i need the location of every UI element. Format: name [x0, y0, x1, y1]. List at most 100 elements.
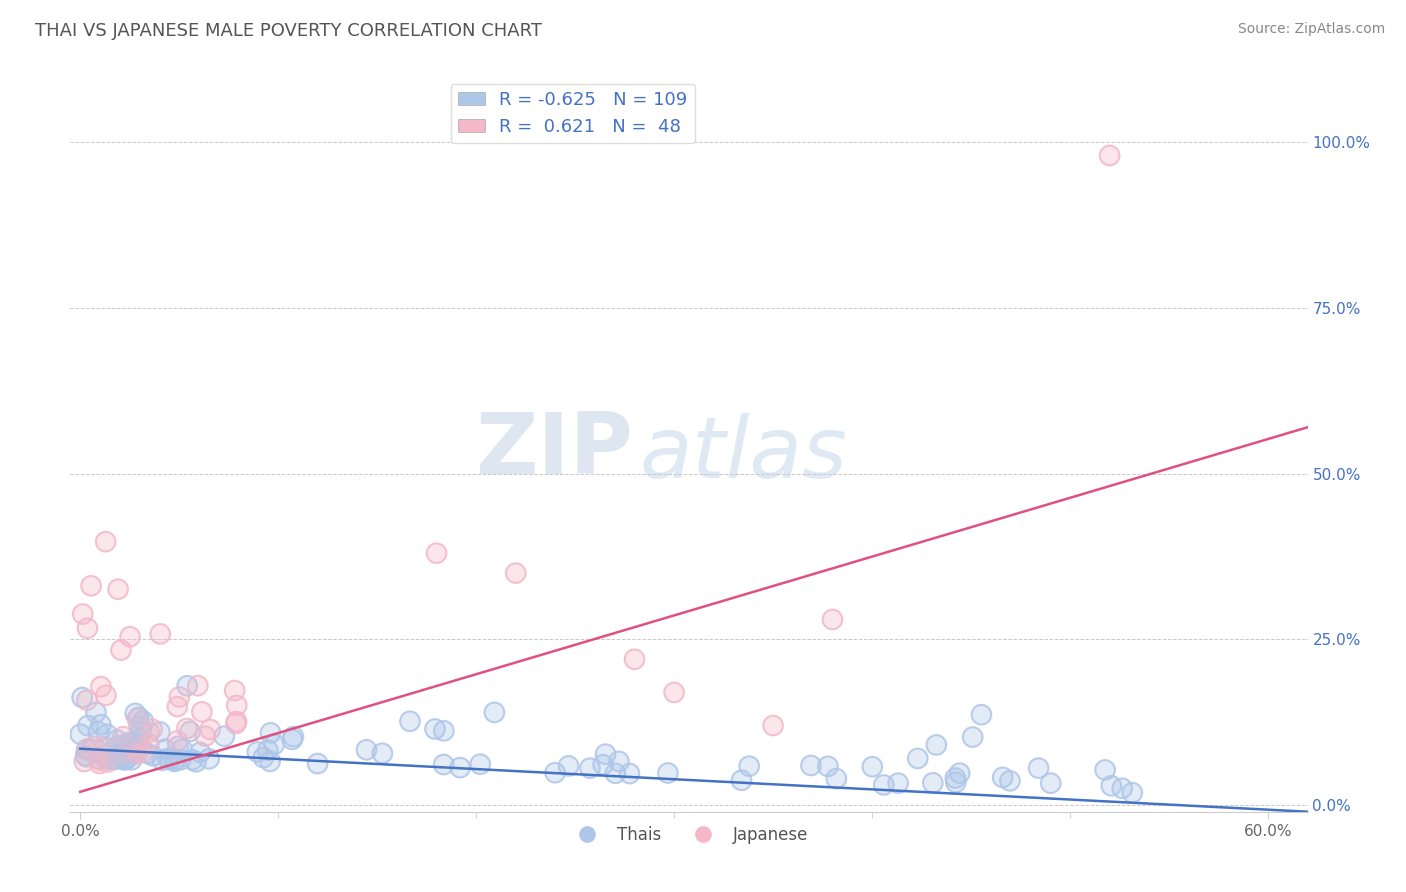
Point [1121, 786, 1143, 800]
Point [69, 727, 91, 741]
Point [166, 734, 188, 748]
Point [129, 739, 152, 754]
Point [107, 582, 129, 597]
Text: THAI VS JAPANESE MALE POVERTY CORRELATION CHART: THAI VS JAPANESE MALE POVERTY CORRELATIO… [35, 22, 543, 40]
Point [149, 627, 172, 641]
Point [762, 718, 785, 732]
Point [128, 732, 150, 747]
Point [122, 740, 145, 755]
Point [149, 725, 172, 739]
Point [191, 705, 214, 719]
Point [80, 579, 103, 593]
Point [263, 738, 285, 752]
Point [873, 778, 896, 792]
Point [399, 714, 422, 729]
Point [80, 742, 103, 756]
Point [762, 718, 785, 732]
Point [170, 742, 193, 756]
Point [200, 723, 222, 737]
Point [125, 747, 148, 761]
Point [97, 755, 120, 769]
Point [72, 607, 94, 621]
Point [138, 725, 160, 739]
Point [169, 690, 191, 704]
Point [89, 753, 111, 767]
Point [821, 612, 844, 626]
Point [83, 739, 105, 754]
Point [93, 739, 115, 754]
Point [925, 738, 948, 752]
Point [169, 690, 191, 704]
Point [662, 685, 685, 699]
Point [579, 761, 602, 775]
Point [149, 627, 172, 641]
Point [128, 719, 150, 733]
Point [738, 759, 761, 773]
Point [246, 745, 269, 759]
Legend: Thais, Japanese: Thais, Japanese [564, 819, 814, 850]
Point [263, 738, 285, 752]
Point [184, 755, 207, 769]
Point [433, 757, 456, 772]
Point [825, 772, 848, 786]
Point [156, 751, 179, 765]
Point [118, 744, 141, 758]
Point [1028, 761, 1050, 775]
Point [110, 643, 132, 657]
Point [90, 717, 112, 731]
Point [107, 739, 129, 753]
Point [962, 730, 984, 744]
Point [544, 765, 567, 780]
Point [176, 679, 198, 693]
Point [176, 722, 198, 736]
Point [307, 756, 329, 771]
Point [128, 719, 150, 733]
Point [129, 739, 152, 754]
Point [970, 707, 993, 722]
Point [873, 778, 896, 792]
Point [224, 683, 246, 698]
Point [93, 739, 115, 754]
Point [117, 740, 139, 755]
Point [198, 752, 221, 766]
Point [136, 747, 159, 761]
Point [179, 724, 201, 739]
Point [921, 776, 943, 790]
Point [111, 747, 134, 761]
Point [136, 747, 159, 761]
Point [252, 750, 274, 764]
Point [76, 742, 98, 756]
Point [256, 743, 278, 757]
Point [94, 751, 117, 765]
Point [962, 730, 984, 744]
Point [256, 743, 278, 757]
Point [998, 773, 1021, 788]
Point [75, 748, 97, 763]
Point [1111, 781, 1133, 796]
Point [179, 724, 201, 739]
Point [225, 716, 247, 731]
Point [307, 756, 329, 771]
Text: Source: ZipAtlas.com: Source: ZipAtlas.com [1237, 22, 1385, 37]
Point [83, 739, 105, 754]
Point [449, 761, 471, 775]
Point [945, 775, 967, 789]
Point [592, 757, 614, 772]
Point [76, 742, 98, 756]
Point [104, 752, 127, 766]
Point [111, 743, 134, 757]
Point [128, 710, 150, 724]
Point [111, 747, 134, 761]
Point [94, 689, 117, 703]
Point [120, 630, 142, 644]
Point [194, 729, 217, 743]
Point [283, 730, 305, 744]
Point [825, 772, 848, 786]
Point [356, 743, 378, 757]
Point [907, 751, 929, 765]
Point [94, 534, 117, 549]
Point [98, 753, 121, 767]
Point [76, 693, 98, 707]
Point [225, 716, 247, 731]
Point [166, 734, 188, 748]
